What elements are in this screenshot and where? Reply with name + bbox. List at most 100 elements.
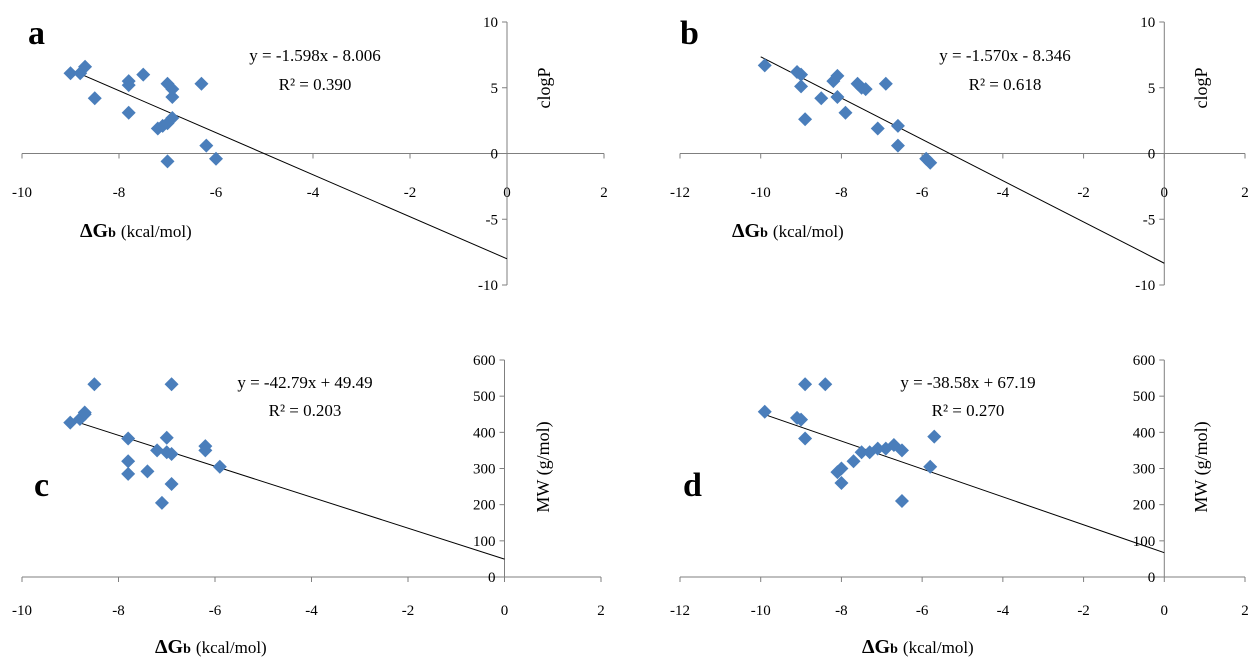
data-point	[834, 475, 849, 490]
panel-b: -12 -10 -8 -6 -4 -2 0 2 -10 -5 0 5 10 y = -1.570x - 8…	[670, 15, 1249, 294]
data-point	[927, 429, 942, 444]
trendline	[760, 56, 1165, 264]
x-tick-label: -4	[997, 603, 1010, 619]
data-point	[121, 74, 136, 89]
data-point	[894, 443, 909, 458]
trendline-equation: y = -1.570x - 8.346	[939, 46, 1070, 65]
x-tick-label: -6	[916, 185, 929, 201]
y-tick-label: 10	[483, 15, 498, 31]
trendline-equation: y = -1.598x - 8.006	[249, 46, 380, 65]
data-point	[798, 377, 813, 392]
x-tick-label: -8	[835, 603, 848, 619]
y-axis-label: MW (g/mol)	[533, 421, 554, 512]
data-point	[854, 445, 869, 460]
x-tick-label: -4	[305, 603, 318, 619]
y-tick-label: 500	[1133, 389, 1156, 405]
panel-letter: b	[680, 15, 699, 52]
trendline	[70, 419, 505, 560]
data-point	[757, 58, 772, 73]
data-point	[794, 412, 809, 427]
r-squared-label: R² = 0.618	[969, 75, 1042, 94]
x-tick-label: -6	[210, 185, 223, 201]
data-point	[121, 105, 136, 120]
y-tick-label: 0	[488, 570, 496, 586]
data-point	[209, 151, 223, 166]
x-axis-label: ΔGb (kcal/mol)	[80, 220, 192, 242]
y-axis-label: clogP	[534, 67, 554, 108]
r-squared-label: R² = 0.203	[269, 401, 342, 420]
data-point	[818, 377, 833, 392]
data-point	[838, 105, 853, 120]
data-point	[923, 459, 938, 474]
data-point	[923, 155, 938, 170]
trendline-equation: y = -42.79x + 49.49	[237, 373, 372, 392]
x-tick-label: -10	[751, 603, 771, 619]
data-point	[814, 91, 829, 106]
x-tick-label: -8	[113, 185, 126, 201]
x-tick-label: -2	[1077, 185, 1090, 201]
data-point	[798, 431, 813, 446]
x-tick-label: 2	[1241, 185, 1249, 201]
y-tick-label: 0	[491, 147, 499, 163]
data-point	[154, 495, 169, 510]
y-tick-label: 0	[1148, 147, 1156, 163]
x-tick-label: -10	[751, 185, 771, 201]
panel-letter: d	[683, 467, 702, 504]
data-point	[199, 138, 214, 153]
data-point	[834, 461, 849, 476]
y-tick-label: 200	[473, 498, 496, 514]
data-point	[165, 110, 180, 125]
data-point	[164, 477, 179, 492]
y-tick-label: 300	[473, 462, 496, 478]
y-tick-label: -5	[486, 212, 499, 228]
y-axis-label: MW (g/mol)	[1191, 421, 1212, 512]
data-point	[165, 82, 180, 97]
panel-c: -10 -8 -6 -4 -2 0 2 0 100 200 300 400 500 600 y = -42.…	[12, 353, 605, 658]
data-point	[870, 441, 885, 456]
x-tick-label: -4	[307, 185, 320, 201]
data-point	[798, 112, 813, 127]
x-tick-label: -10	[12, 603, 32, 619]
x-tick-label: -8	[835, 185, 848, 201]
data-point	[165, 89, 180, 104]
data-point	[87, 91, 102, 106]
panel-letter: a	[28, 15, 45, 52]
x-tick-label: -12	[670, 603, 690, 619]
y-tick-label: 0	[1148, 570, 1156, 586]
y-tick-label: -10	[1135, 278, 1155, 294]
data-point	[150, 443, 165, 458]
x-tick-label: 0	[503, 185, 511, 201]
y-tick-label: -5	[1143, 212, 1156, 228]
y-tick-label: -10	[478, 278, 498, 294]
panel-d: -12 -10 -8 -6 -4 -2 0 2 0 100 200 300 400 500 600 y = -…	[670, 353, 1249, 658]
data-point	[121, 466, 136, 481]
data-point	[212, 459, 227, 474]
x-tick-label: -2	[1077, 603, 1090, 619]
data-point	[136, 67, 151, 82]
r-squared-label: R² = 0.270	[932, 401, 1005, 420]
data-point	[794, 79, 809, 94]
x-tick-label: -6	[209, 603, 222, 619]
r-squared-label: R² = 0.390	[279, 75, 352, 94]
x-tick-label: -12	[670, 185, 690, 201]
x-tick-label: 2	[1241, 603, 1249, 619]
y-tick-label: 600	[473, 353, 496, 369]
data-point	[63, 66, 78, 81]
data-point	[830, 68, 845, 83]
data-point	[894, 494, 909, 509]
data-point	[121, 454, 136, 469]
x-tick-label: 2	[600, 185, 608, 201]
trendline-equation: y = -38.58x + 67.19	[900, 373, 1035, 392]
y-tick-label: 600	[1133, 353, 1156, 369]
y-tick-label: 300	[1133, 462, 1156, 478]
y-tick-label: 10	[1140, 15, 1155, 31]
x-axis-label: ΔGb (kcal/mol)	[862, 636, 974, 658]
data-point	[830, 89, 845, 104]
x-tick-label: -2	[404, 185, 417, 201]
x-tick-label: -10	[12, 185, 32, 201]
x-axis-label: ΔGb (kcal/mol)	[732, 220, 844, 242]
x-tick-label: 0	[1161, 603, 1169, 619]
y-tick-label: 5	[1148, 81, 1156, 97]
x-tick-label: -4	[997, 185, 1010, 201]
